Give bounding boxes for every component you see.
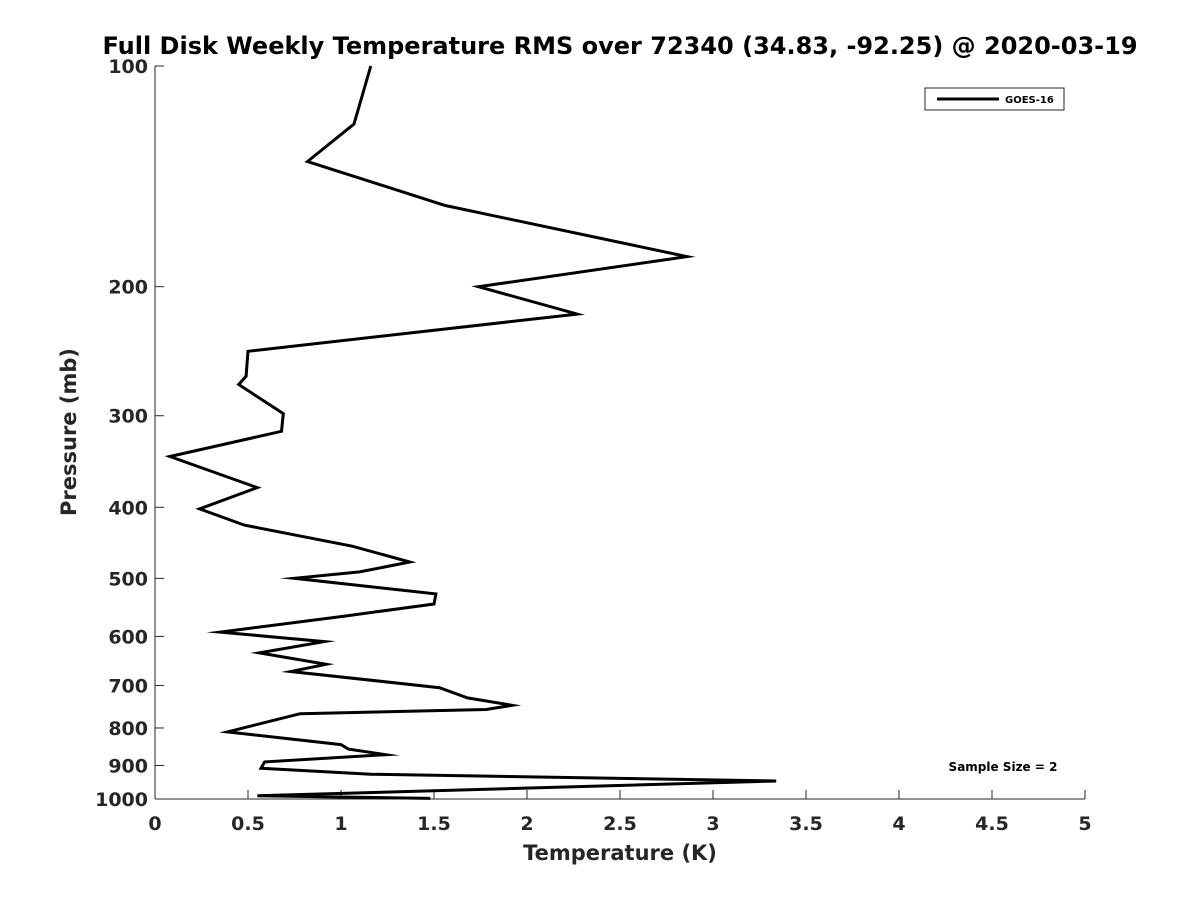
y-ticks: 100 200 300 400 500 600 700 800 900 1000: [95, 56, 164, 811]
x-tick-label: 1: [334, 813, 347, 835]
legend: GOES-16: [924, 87, 1065, 111]
x-tick-label: 3.5: [789, 813, 823, 835]
x-ticks: 0 0.5 1 1.5 2 2.5 3 3.5 4 4.5 5: [148, 790, 1092, 835]
y-tick-label: 500: [108, 568, 148, 590]
y-tick-label: 300: [108, 406, 148, 428]
y-tick-label: 400: [108, 497, 148, 519]
legend-label-goes-16: GOES-16: [1005, 95, 1054, 106]
x-tick-label: 0: [148, 813, 161, 835]
y-tick-label: 600: [108, 626, 148, 648]
x-tick-label: 5: [1078, 813, 1091, 835]
y-axis-label: Pressure (mb): [57, 348, 81, 516]
y-tick-label: 1000: [95, 789, 148, 811]
chart-title: Full Disk Weekly Temperature RMS over 72…: [102, 32, 1137, 60]
sample-size-annotation: Sample Size = 2: [949, 760, 1058, 774]
series-line-goes-16: [164, 65, 777, 800]
axes: [154, 66, 1085, 800]
y-tick-label: 100: [108, 56, 148, 78]
y-tick-label: 700: [108, 675, 148, 697]
x-axis-label: Temperature (K): [523, 841, 717, 865]
x-tick-label: 4: [892, 813, 905, 835]
x-tick-label: 2.5: [603, 813, 637, 835]
y-tick-label: 200: [108, 277, 148, 299]
x-tick-label: 1.5: [417, 813, 451, 835]
x-tick-label: 0.5: [231, 813, 265, 835]
y-tick-label: 900: [108, 755, 148, 777]
y-tick-label: 800: [108, 718, 148, 740]
series-layer: [164, 65, 777, 800]
x-tick-label: 4.5: [975, 813, 1009, 835]
x-tick-label: 3: [706, 813, 719, 835]
x-tick-label: 2: [520, 813, 533, 835]
